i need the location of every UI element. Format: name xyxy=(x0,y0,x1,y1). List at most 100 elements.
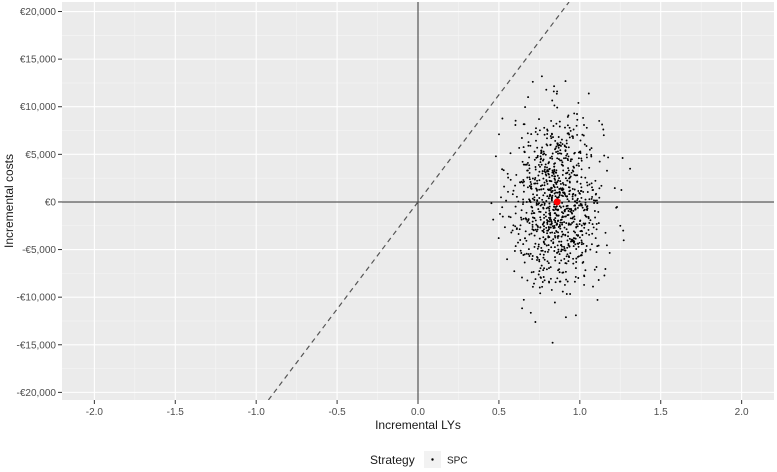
scatter-point xyxy=(550,219,553,221)
scatter-point xyxy=(598,119,601,122)
scatter-point xyxy=(546,137,548,140)
scatter-point xyxy=(565,142,568,145)
scatter-point xyxy=(536,228,539,231)
scatter-point xyxy=(548,202,551,205)
scatter-point xyxy=(598,160,601,163)
scatter-point xyxy=(581,251,584,254)
scatter-point xyxy=(548,216,550,219)
scatter-point xyxy=(514,124,517,126)
scatter-point xyxy=(566,239,569,242)
scatter-point xyxy=(583,226,586,229)
scatter-point xyxy=(526,161,529,164)
scatter-point xyxy=(597,279,600,281)
scatter-point xyxy=(560,240,563,243)
scatter-point xyxy=(536,182,539,185)
scatter-point xyxy=(547,262,550,265)
scatter-point xyxy=(507,190,509,193)
scatter-point xyxy=(561,201,564,204)
x-tick-label: -1.5 xyxy=(167,407,185,418)
scatter-point xyxy=(554,259,557,262)
scatter-point xyxy=(570,171,573,174)
scatter-point xyxy=(550,132,553,135)
scatter-point xyxy=(562,169,565,172)
scatter-point xyxy=(579,230,582,233)
scatter-point xyxy=(549,143,552,146)
scatter-point xyxy=(528,233,531,236)
scatter-point xyxy=(523,180,525,183)
scatter-point xyxy=(553,85,556,88)
scatter-point xyxy=(533,245,536,248)
scatter-point xyxy=(561,182,564,184)
scatter-point xyxy=(561,187,564,190)
scatter-point xyxy=(549,231,552,234)
scatter-point xyxy=(565,228,568,231)
scatter-point xyxy=(506,172,509,175)
scatter-point xyxy=(525,201,528,203)
scatter-point xyxy=(569,252,572,255)
scatter-point xyxy=(551,169,554,172)
scatter-point xyxy=(569,160,572,163)
scatter-point xyxy=(548,205,551,208)
scatter-point xyxy=(546,221,549,224)
scatter-point xyxy=(492,218,495,221)
scatter-point xyxy=(534,166,537,168)
scatter-point xyxy=(553,218,556,221)
scatter-point xyxy=(534,321,537,323)
scatter-point xyxy=(555,169,558,172)
scatter-point xyxy=(557,235,560,237)
scatter-point xyxy=(554,178,557,181)
scatter-point xyxy=(543,243,546,246)
scatter-point xyxy=(545,143,548,146)
scatter-point xyxy=(560,152,563,155)
scatter-point xyxy=(584,248,587,251)
scatter-point xyxy=(549,226,552,229)
scatter-point xyxy=(597,210,600,213)
scatter-point xyxy=(556,150,559,153)
scatter-point xyxy=(591,195,594,198)
scatter-point xyxy=(551,194,554,197)
scatter-point xyxy=(552,227,555,229)
scatter-point xyxy=(510,231,513,234)
scatter-point xyxy=(536,194,538,197)
scatter-point xyxy=(559,221,562,224)
scatter-point xyxy=(590,243,593,246)
scatter-point xyxy=(526,132,529,135)
scatter-point xyxy=(584,269,587,272)
scatter-point xyxy=(549,277,552,280)
scatter-point xyxy=(573,173,576,176)
scatter-point xyxy=(568,180,571,183)
scatter-point xyxy=(525,211,528,214)
threshold-dashed-line xyxy=(267,2,570,400)
scatter-point xyxy=(552,125,555,127)
scatter-point xyxy=(565,146,568,149)
scatter-point xyxy=(535,202,538,205)
scatter-point xyxy=(560,138,563,141)
scatter-point xyxy=(536,179,539,182)
scatter-point xyxy=(542,194,545,197)
scatter-point xyxy=(581,234,584,236)
scatter-point xyxy=(531,206,534,209)
scatter-point xyxy=(533,212,536,215)
scatter-point xyxy=(521,181,524,184)
scatter-point xyxy=(537,208,540,211)
scatter-point xyxy=(572,262,575,265)
scatter-point xyxy=(591,223,594,226)
scatter-point xyxy=(547,229,550,232)
scatter-point xyxy=(561,230,564,233)
scatter-point xyxy=(545,207,548,210)
scatter-point xyxy=(549,214,552,217)
scatter-point xyxy=(556,181,559,183)
scatter-point xyxy=(566,214,569,217)
scatter-point xyxy=(567,169,570,172)
scatter-point xyxy=(550,137,553,140)
scatter-point xyxy=(588,148,591,151)
scatter-point xyxy=(584,250,587,253)
scatter-point xyxy=(572,245,575,248)
scatter-point xyxy=(590,147,593,150)
scatter-point xyxy=(576,133,579,136)
scatter-point xyxy=(514,119,517,122)
scatter-point xyxy=(531,285,534,288)
scatter-point xyxy=(569,210,572,213)
scatter-point xyxy=(585,232,588,235)
scatter-point xyxy=(575,226,578,229)
